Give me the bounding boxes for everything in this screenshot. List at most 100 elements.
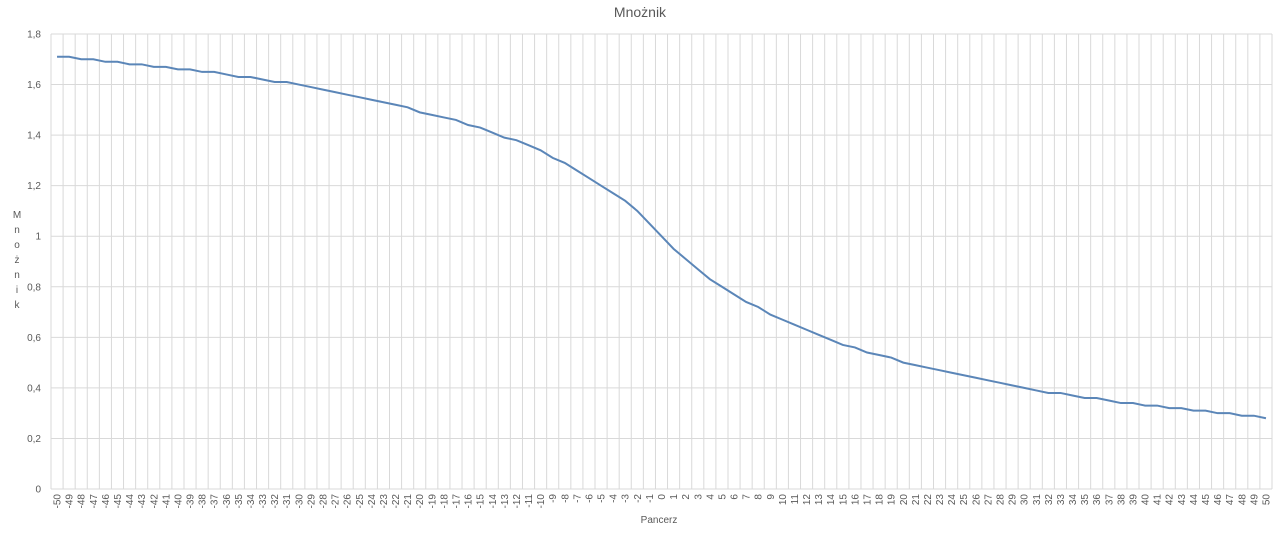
x-tick-label: -26 (343, 494, 354, 509)
x-tick-label: -40 (173, 494, 184, 509)
x-tick-label: -9 (548, 494, 559, 503)
x-tick-label: 46 (1213, 494, 1224, 506)
x-tick-label: -47 (89, 494, 100, 509)
x-tick-label: -8 (560, 494, 571, 503)
x-tick-label: -45 (113, 494, 124, 509)
x-tick-label: 2 (681, 494, 692, 500)
x-tick-label: 47 (1225, 494, 1236, 506)
y-tick-label: 1,2 (27, 181, 41, 192)
x-tick-label: -42 (149, 494, 160, 509)
x-tick-label: -24 (367, 494, 378, 509)
x-tick-label: 9 (766, 494, 777, 500)
x-tick-label: 36 (1092, 494, 1103, 506)
x-tick-label: 16 (850, 494, 861, 506)
y-tick-label: 1,4 (27, 131, 41, 142)
x-tick-label: -19 (427, 494, 438, 509)
y-tick-label: 0,6 (27, 333, 41, 344)
x-tick-label: -13 (500, 494, 511, 509)
x-tick-label: 24 (947, 494, 958, 506)
x-tick-label: -34 (246, 494, 257, 509)
x-tick-label: 48 (1237, 494, 1248, 506)
x-tick-label: 13 (814, 494, 825, 506)
x-tick-label: 27 (983, 494, 994, 506)
x-tick-label: 11 (790, 494, 801, 505)
x-tick-label: 26 (971, 494, 982, 506)
x-tick-label: -7 (572, 494, 583, 503)
x-tick-label: 28 (995, 494, 1006, 506)
x-tick-label: 37 (1104, 494, 1115, 506)
x-tick-label: 12 (802, 494, 813, 506)
x-tick-label: 6 (730, 494, 741, 500)
x-tick-label: -30 (294, 494, 305, 509)
x-tick-label: 5 (717, 494, 728, 500)
x-tick-label: -50 (53, 494, 64, 509)
x-tick-label: 23 (935, 494, 946, 506)
x-tick-label: 10 (778, 494, 789, 506)
x-tick-label: -27 (331, 494, 342, 509)
x-tick-label: -6 (584, 494, 595, 503)
x-tick-label: -35 (234, 494, 245, 509)
x-tick-label: -3 (621, 494, 632, 503)
x-tick-label: -41 (161, 494, 172, 509)
x-tick-label: -38 (198, 494, 209, 509)
x-tick-label: 15 (838, 494, 849, 506)
x-tick-label: 29 (1008, 494, 1019, 506)
x-tick-label: -32 (270, 494, 281, 509)
x-tick-label: 39 (1128, 494, 1139, 506)
x-tick-label: 38 (1116, 494, 1127, 506)
x-tick-label: 42 (1165, 494, 1176, 506)
y-tick-label: 0,8 (27, 282, 41, 293)
x-tick-label: -49 (65, 494, 76, 509)
x-tick-label: -23 (379, 494, 390, 509)
x-tick-label: 50 (1261, 494, 1272, 506)
x-tick-label: -33 (258, 494, 269, 509)
x-tick-label: 35 (1080, 494, 1091, 506)
x-tick-label: -2 (633, 494, 644, 503)
y-tick-label: 1 (35, 232, 41, 243)
x-tick-label: 43 (1177, 494, 1188, 506)
y-tick-label: 1,6 (27, 80, 41, 91)
x-tick-label: -12 (512, 494, 523, 509)
x-tick-label: -37 (210, 494, 221, 509)
x-tick-label: -44 (125, 494, 136, 509)
x-tick-label: 41 (1153, 494, 1164, 506)
y-tick-label: 0,4 (27, 383, 41, 394)
x-tick-label: 30 (1020, 494, 1031, 506)
x-tick-label: 34 (1068, 494, 1079, 506)
x-tick-label: -29 (306, 494, 317, 509)
y-tick-label: 1,8 (27, 30, 41, 41)
x-tick-label: 0 (657, 494, 668, 500)
x-tick-label: -5 (597, 494, 608, 503)
x-tick-label: -39 (186, 494, 197, 509)
x-tick-label: -28 (319, 494, 330, 509)
x-tick-label: 4 (705, 494, 716, 500)
x-tick-label: 18 (875, 494, 886, 506)
x-tick-label: 25 (959, 494, 970, 506)
x-tick-label: 19 (887, 494, 898, 506)
x-tick-label: -21 (403, 494, 414, 509)
x-tick-label: -31 (282, 494, 293, 509)
x-tick-label: 20 (899, 494, 910, 506)
x-tick-label: 45 (1201, 494, 1212, 506)
x-tick-label: 40 (1141, 494, 1152, 506)
x-tick-label: -16 (464, 494, 475, 509)
x-tick-label: -11 (524, 494, 535, 508)
x-tick-label: -48 (77, 494, 88, 509)
y-tick-label: 0 (35, 485, 41, 496)
x-tick-label: 49 (1249, 494, 1260, 506)
x-tick-label: -15 (476, 494, 487, 509)
x-tick-label: -46 (101, 494, 112, 509)
x-tick-label: -1 (645, 494, 656, 503)
x-tick-label: -20 (415, 494, 426, 509)
x-tick-label: 7 (742, 494, 753, 500)
x-tick-label: -10 (536, 494, 547, 509)
x-tick-label: 3 (693, 494, 704, 500)
x-tick-label: 1 (669, 494, 680, 500)
x-tick-label: -14 (488, 494, 499, 509)
x-tick-label: -18 (439, 494, 450, 509)
x-tick-label: 17 (863, 494, 874, 506)
x-tick-label: 31 (1032, 494, 1043, 506)
x-tick-label: -4 (609, 494, 620, 503)
x-tick-label: -22 (391, 494, 402, 509)
